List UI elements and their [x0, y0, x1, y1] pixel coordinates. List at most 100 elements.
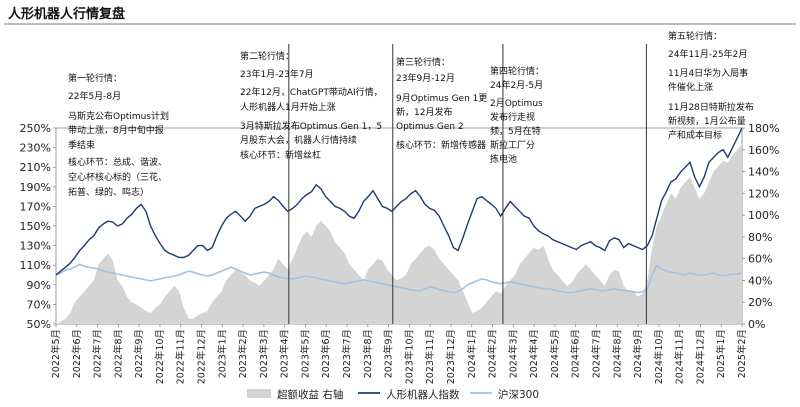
x-tick-label: 2024年4月 — [528, 329, 540, 378]
x-tick-label: 2025年1月 — [715, 329, 727, 378]
annotation-line: 人形机器人1月开始上涨 — [240, 101, 336, 113]
y-left-tick-label: 70% — [27, 298, 51, 311]
annotation-line: 第五轮行情： — [668, 30, 722, 42]
annotation-line: 频，5月在特 — [490, 125, 541, 137]
annotation-phase-1: 第一轮行情： 22年5月-8月马斯克公布Optimus计划带动上涨，8月中旬中报季… — [68, 72, 169, 198]
annotation-line: 第一轮行情： — [68, 72, 122, 84]
x-tick-label: 2024年5月 — [549, 329, 561, 378]
legend-swatch-excess — [247, 389, 271, 398]
x-tick-label: 2022年11月 — [175, 329, 187, 384]
y-right-tick-label: 100% — [748, 209, 779, 222]
annotation-line: 新视频，1月公布量 — [668, 115, 746, 127]
y-right-tick-label: 0% — [748, 318, 765, 331]
y-right-tick-label: 60% — [748, 253, 772, 266]
series-excess-area — [56, 144, 742, 324]
chart-title: 人形机器人行情复盘 — [8, 6, 125, 22]
x-tick-label: 2022年5月 — [50, 329, 62, 378]
legend-label-index: 人形机器人指数 — [386, 388, 460, 401]
annotation-line: 23年1月-23年7月 — [240, 68, 314, 80]
annotation-line: 24年2月-5月 — [490, 79, 543, 91]
x-tick-label: 2023年11月 — [424, 329, 436, 384]
annotation-line: 拣电池 — [490, 153, 517, 165]
annotation-line: 斯拉工厂分 — [490, 139, 535, 151]
y-right-tick-label: 80% — [748, 231, 772, 244]
annotation-line: 月股东大会，机器人行情持续 — [240, 134, 357, 146]
annotations: 第一轮行情： 22年5月-8月马斯克公布Optimus计划带动上涨，8月中旬中报季… — [68, 30, 754, 198]
y-right-tick-label: 140% — [748, 166, 779, 179]
x-tick-label: 2023年3月 — [258, 329, 270, 378]
y-right-tick-label: 180% — [748, 122, 779, 135]
y-left-tick-label: 130% — [20, 240, 51, 253]
annotation-line: 11月28日特斯拉发布 — [668, 101, 754, 113]
annotation-line: 11月4日华为入局事 — [668, 67, 748, 79]
x-tick-label: 2023年7月 — [341, 329, 353, 378]
x-tick-label: 2023年4月 — [279, 329, 291, 378]
x-tick-label: 2023年6月 — [320, 329, 332, 378]
annotation-line: 件催化上涨 — [668, 81, 713, 93]
annotation-line: 带动上涨，8月中旬中报 — [68, 124, 164, 136]
legend-label-excess: 超额收益 右轴 — [277, 388, 343, 401]
annotation-line: 22年12月，ChatGPT带动AI行情， — [240, 86, 383, 98]
annotation-line: Optimus Gen 2 — [396, 122, 464, 132]
x-tick-label: 2023年5月 — [299, 329, 311, 378]
x-tick-label: 2024年2月 — [487, 329, 499, 378]
x-tick-label: 2024年6月 — [570, 329, 582, 378]
y-right-tick-label: 40% — [748, 274, 772, 287]
y-right-tick-label: 120% — [748, 187, 779, 200]
x-tick-label: 2024年11月 — [674, 329, 686, 384]
x-tick-label: 2023年9月 — [383, 329, 395, 378]
annotation-line: 第四轮行情： — [490, 65, 544, 77]
x-tick-label: 2023年2月 — [237, 329, 249, 378]
annotation-line: 第三轮行情： — [396, 56, 450, 68]
x-tick-label: 2022年12月 — [196, 329, 208, 384]
annotation-phase-3: 第三轮行情： 23年9月-12月 9月Optimus Gen 1更新，12月发布 Op… — [396, 56, 487, 151]
y-left-tick-label: 250% — [20, 122, 51, 135]
x-tick-label: 2023年12月 — [445, 329, 457, 384]
annotation-line: 核心环节：新增传感器 — [396, 139, 486, 151]
annotation-line: 发布行走视 — [490, 111, 535, 123]
x-tick-label: 2024年1月 — [466, 329, 478, 378]
x-tick-label: 2024年12月 — [694, 329, 706, 384]
y-left-tick-label: 90% — [27, 279, 51, 292]
x-tick-label: 2024年3月 — [507, 329, 519, 378]
annotation-line: 2月Optimus — [490, 98, 543, 109]
y-right-tick-label: 20% — [748, 296, 772, 309]
annotation-line: 拓普、绿的、鸣志） — [68, 186, 149, 198]
x-tick-label: 2022年9月 — [133, 329, 145, 378]
y-right-tick-label: 160% — [748, 144, 779, 157]
x-tick-label: 2022年6月 — [71, 329, 83, 378]
annotation-line: 23年9月-12月 — [396, 72, 455, 84]
series-hs300-line — [55, 263, 743, 294]
annotation-line: 核心环节：总成、谐波、 — [68, 156, 167, 168]
x-tick-label: 2023年10月 — [403, 329, 415, 384]
annotation-line: 马斯克公布Optimus计划 — [68, 110, 169, 122]
y-left-tick-label: 190% — [20, 181, 51, 194]
x-tick-label: 2024年7月 — [590, 329, 602, 378]
legend-label-hs300: 沪深300 — [498, 388, 539, 401]
y-left-tick-label: 50% — [27, 318, 51, 331]
y-left-tick-label: 230% — [20, 142, 51, 155]
annotation-line: 空心杯核心标的（三花、 — [68, 171, 167, 183]
x-tick-label: 2025年2月 — [736, 329, 748, 378]
x-tick-label: 2023年8月 — [362, 329, 374, 378]
y-left-tick-label: 150% — [20, 220, 51, 233]
x-tick-label: 2022年8月 — [112, 329, 124, 378]
legend: 超额收益 右轴 人形机器人指数 沪深300 — [247, 388, 539, 401]
annotation-line: 核心环节：新增丝杠 — [240, 149, 321, 161]
annotation-line: 产和成本目标 — [668, 129, 722, 141]
x-tick-label: 2022年10月 — [154, 329, 166, 384]
annotation-line: 季结束 — [68, 139, 95, 151]
annotation-line: 3月特斯拉发布Optimus Gen 1，5 — [240, 120, 382, 132]
annotation-line: 第二轮行情： — [240, 50, 294, 62]
x-tick-label: 2023年1月 — [216, 329, 228, 378]
annotation-line: 新，12月发布 — [396, 106, 452, 118]
annotation-line: 24年11月-25年2月 — [668, 48, 747, 60]
y-left-tick-label: 210% — [20, 161, 51, 174]
x-tick-label: 2024年8月 — [611, 329, 623, 378]
series-index-line — [55, 127, 743, 276]
annotation-line: 9月Optimus Gen 1更 — [396, 93, 487, 104]
annotation-phase-2: 第二轮行情： 23年1月-23年7月 22年12月，ChatGPT带动AI行情， 人形… — [240, 50, 383, 161]
x-tick-label: 2024年9月 — [632, 329, 644, 378]
annotation-line: 22年5月-8月 — [68, 90, 121, 102]
